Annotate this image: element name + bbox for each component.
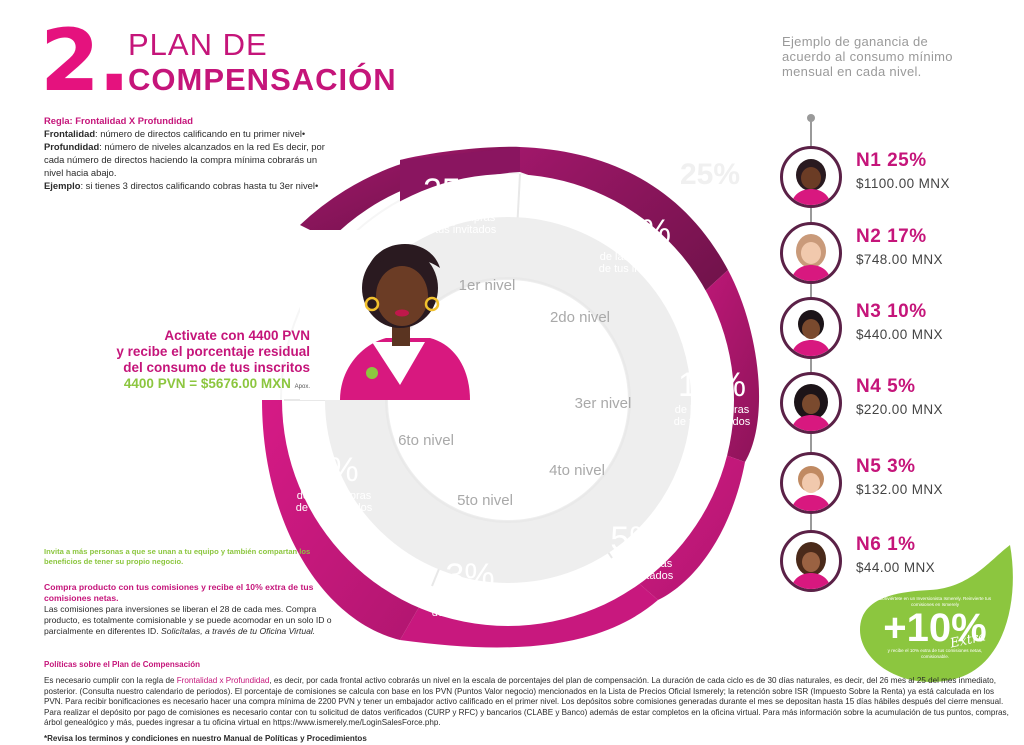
ghost-percent: 25%: [680, 158, 741, 191]
earning-amount: $220.00 MNX: [856, 402, 943, 417]
caption-n5-l1: de las compras: [433, 595, 508, 607]
avatar: [780, 372, 842, 434]
caption-n6-l2: de tus invitados: [296, 502, 373, 514]
earning-amount: $44.00 MNX: [856, 560, 936, 575]
avatar: [780, 452, 842, 514]
caption-n4-l2: de tus invitados: [597, 570, 674, 582]
earning-row-n4: N4 5% $220.00 MNX: [780, 372, 1010, 436]
policy-rule: Frontalidad x Profundidad: [176, 676, 270, 685]
page-title-line1: PLAN DE: [128, 27, 268, 62]
policy-text: Es necesario cumplir con la regla de Fro…: [44, 676, 1009, 728]
caption-n1-l1: de las compras: [421, 212, 496, 224]
inner-n4: 4to nivel: [549, 462, 605, 479]
earning-row-n3: N3 10% $440.00 MNX: [780, 297, 1010, 361]
caption-n3-l1: de las compras: [675, 404, 750, 416]
bonus-top-text: Conviértete en un Inversionista Ismerely…: [878, 596, 992, 607]
buy-body: Las comisiones para inversiones se liber…: [44, 604, 332, 636]
policy-footnote: *Revisa los terminos y condiciones en nu…: [44, 734, 367, 743]
inner-n3: 3er nivel: [575, 395, 632, 412]
rule-ejemplo: Ejemplo: si tienes 3 directos calificand…: [44, 180, 319, 191]
page-title-line2: COMPENSACIÓN: [128, 62, 397, 97]
activation-line1: Activate con 4400 PVN: [164, 328, 310, 343]
earning-row-n5: N5 3% $132.00 MNX: [780, 452, 1010, 516]
caption-n2-l2: de tus invitados: [599, 263, 676, 275]
activation-line3: del consumo de tus inscritos: [123, 360, 310, 375]
pct-n5: 3%: [445, 557, 494, 595]
inner-n2: 2do nivel: [550, 309, 610, 326]
earning-row-n6: N6 1% $44.00 MNX: [780, 530, 1010, 594]
earning-amount: $440.00 MNX: [856, 327, 943, 342]
earning-amount: $132.00 MNX: [856, 482, 943, 497]
caption-n3-l2: de tus invitados: [674, 416, 751, 428]
inner-n6: 6to nivel: [398, 432, 454, 449]
pct-n4: 5%: [610, 520, 659, 558]
wheel-hub: [388, 280, 628, 520]
earning-level: N4 5%: [856, 376, 916, 397]
caption-n4-l1: de las compras: [598, 558, 673, 570]
avatar: [780, 146, 842, 208]
caption-n5-l2: de tus invitados: [432, 607, 509, 619]
rules-block: Regla: Frontalidad X Profundidad Frontal…: [44, 114, 334, 192]
pct-n2: 17%: [603, 213, 671, 251]
caption-n2-l1: de las compras: [600, 251, 675, 263]
earning-level: N6 1%: [856, 534, 916, 555]
earning-row-n1: N1 25% $1100.00 MNX: [780, 146, 1010, 210]
pct-n1: 25%: [423, 172, 491, 210]
sector-n1-tab: [400, 147, 520, 240]
earning-amount: $748.00 MNX: [856, 252, 943, 267]
buy-highlight: Compra producto con tus comisiones y rec…: [44, 582, 314, 603]
activation-line2: y recibe el porcentaje residual: [116, 344, 310, 359]
rule-profundidad: Profundidad: número de niveles alcanzado…: [44, 141, 325, 178]
section-number: 2.: [40, 11, 131, 111]
caption-n1-l2: de tus invitados: [420, 224, 497, 236]
presenter-illustration: [340, 244, 470, 400]
policy-title: Políticas sobre el Plan de Compensación: [44, 660, 201, 669]
bonus-blob: [860, 545, 1013, 682]
earning-level: N5 3%: [856, 456, 916, 477]
example-heading: Ejemplo de ganancia de acuerdo al consum…: [782, 34, 953, 79]
pct-n3: 10%: [678, 366, 746, 404]
inner-n5: 5to nivel: [457, 492, 513, 509]
earning-level: N1 25%: [856, 150, 927, 171]
earning-level: N3 10%: [856, 301, 927, 322]
activation-block: Activate con 4400 PVN y recibe el porcen…: [100, 328, 310, 395]
caption-n6-l1: de las compras: [297, 490, 372, 502]
avatar: [780, 297, 842, 359]
buy-text-block: Compra producto con tus comisiones y rec…: [44, 582, 334, 637]
buy-italic: Solicítalas, a través de tu Oficina Virt…: [161, 626, 316, 636]
earning-amount: $1100.00 MNX: [856, 176, 950, 191]
avatar: [780, 530, 842, 592]
avatar: [780, 222, 842, 284]
activation-formula: 4400 PVN = $5676.00 MXN: [123, 376, 291, 391]
bonus-bottom-text: y recibe el 10% extra de tus comisiones …: [887, 648, 983, 659]
rules-heading: Regla: Frontalidad X Profundidad: [44, 115, 193, 126]
inner-n1: 1er nivel: [459, 277, 516, 294]
activation-approx: Apox.: [294, 384, 310, 390]
invite-text: Invita a más personas a que se unan a tu…: [44, 547, 311, 566]
rule-frontalidad: Frontalidad: número de directos califica…: [44, 128, 306, 139]
earning-level: N2 17%: [856, 226, 927, 247]
pct-n6: 1%: [309, 451, 358, 489]
bonus-big-text: +10%: [883, 606, 987, 650]
earning-row-n2: N2 17% $748.00 MNX: [780, 222, 1010, 286]
